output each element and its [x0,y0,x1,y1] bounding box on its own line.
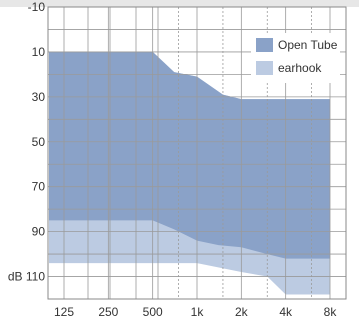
legend-swatch [256,61,273,75]
legend-swatch [256,38,273,52]
legend-label: earhook [278,61,322,75]
y-tick-label: 10 [32,45,46,59]
x-tick-label: 4k [279,305,293,319]
y-tick-label: -10 [28,0,46,14]
x-tick-label: 1k [191,305,205,319]
y-axis-ticks: -10 10 30 50 70 90 dB 110 [8,0,45,284]
area-bands [0,0,359,295]
y-tick-label: 30 [32,90,46,104]
plot-frame [47,6,347,300]
x-tick-label: 2k [235,305,249,319]
x-tick-label: 500 [143,305,163,319]
x-tick-label: 250 [98,305,118,319]
legend: Open Tube earhook [251,33,340,83]
y-tick-label: 90 [32,225,46,239]
x-tick-label: 125 [54,305,74,319]
x-axis-ticks: 125 250 500 1k 2k 4k 8k [54,305,337,319]
y-tick-label: 50 [32,135,46,149]
top-bar [0,0,359,7]
y-tick-label: dB 110 [8,270,45,284]
area-open-tube [49,51,330,259]
y-tick-label: 70 [32,180,46,194]
legend-label: Open Tube [278,38,338,52]
x-tick-label: 8k [324,305,338,319]
